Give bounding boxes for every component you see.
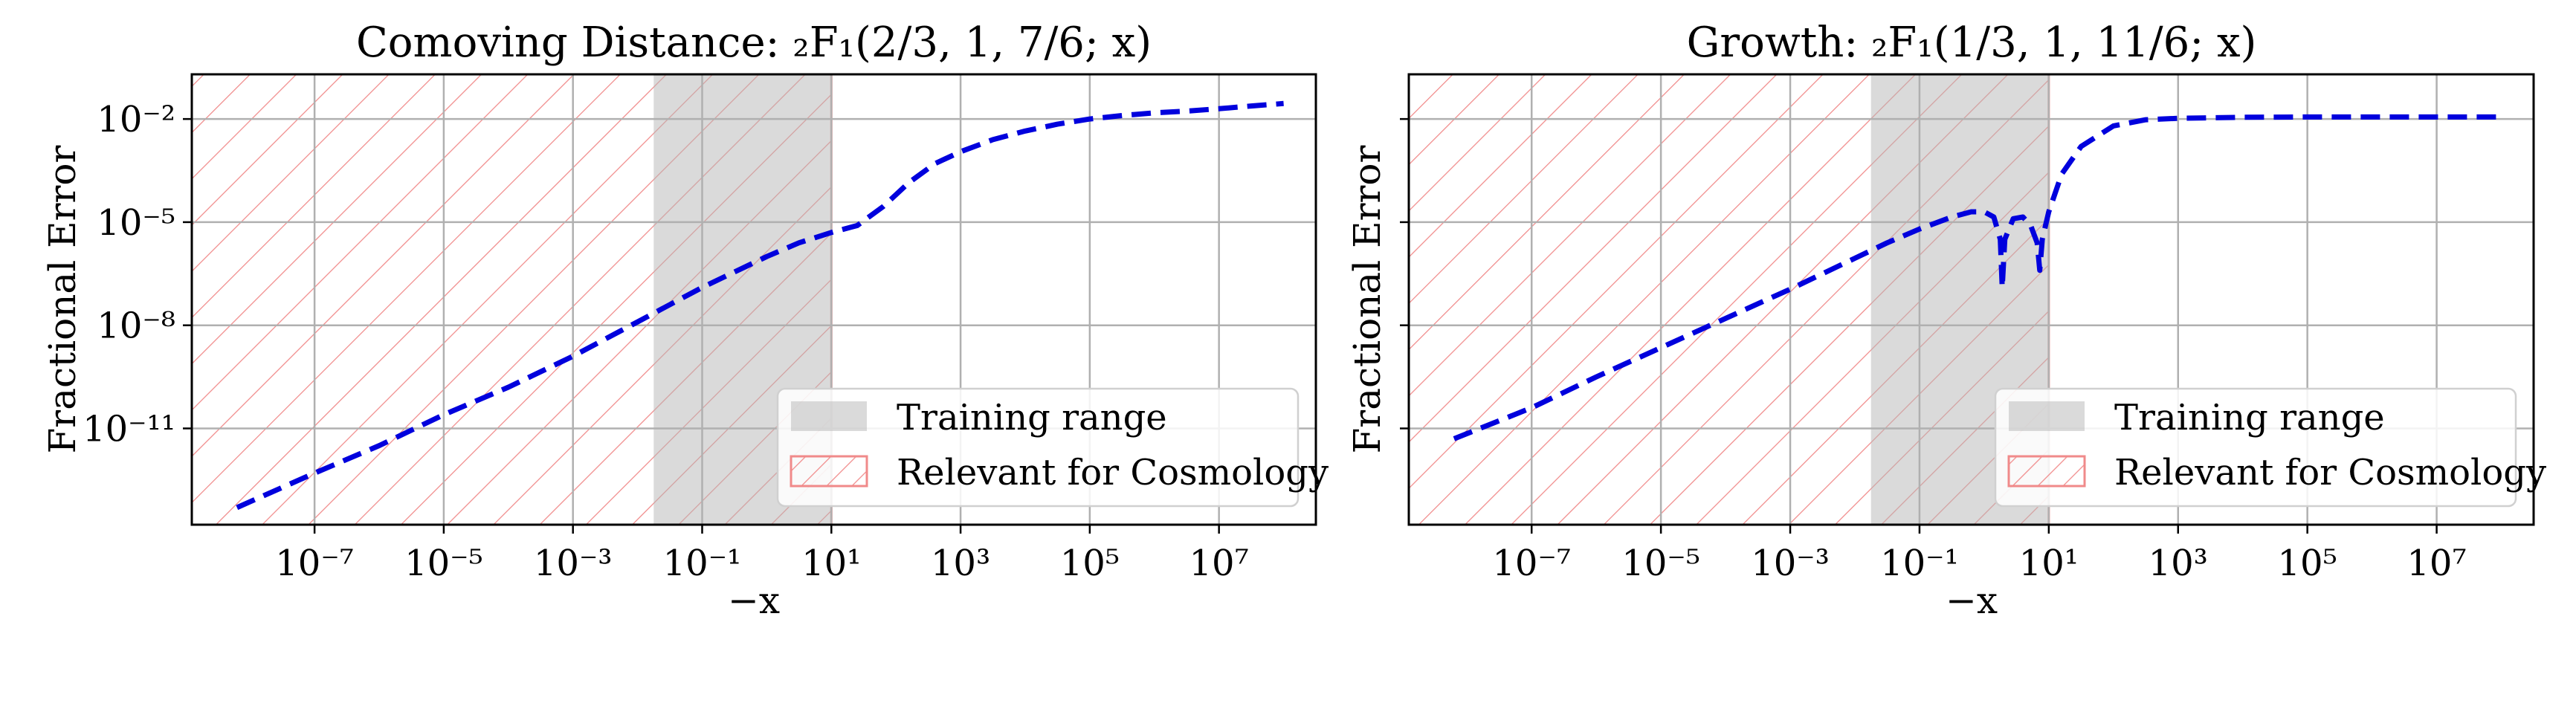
x-tick-label: 10⁻⁵ [1621, 543, 1700, 584]
y-tick-label: 10⁻² [97, 99, 175, 140]
x-tick-label: 10⁷ [2406, 543, 2466, 584]
y-axis-label: Fractional Error [1346, 146, 1389, 454]
legend-swatch-training [2009, 401, 2085, 431]
y-axis-ticks [1400, 117, 1409, 430]
plot-area [192, 74, 1316, 525]
x-tick-label: 10¹ [2019, 543, 2079, 584]
legend-swatch-relevant [790, 455, 868, 488]
legend-box [1994, 387, 2517, 508]
x-axis-label: −x [1946, 579, 1998, 622]
x-tick-label: 10⁻¹ [1880, 543, 1959, 584]
legend-label-relevant: Relevant for Cosmology [2114, 452, 2546, 493]
y-tick-label: 10⁻⁸ [97, 305, 175, 347]
y-axis-ticks: 10⁻² 10⁻⁵ 10⁻⁸ 10⁻¹¹ [83, 99, 192, 450]
chart-title: Growth: ₂F₁(1/3, 1, 11/6; x) [1687, 19, 2257, 67]
x-axis-ticks: 10⁻⁷ 10⁻⁵ 10⁻³ 10⁻¹ 10¹ 10³ 10⁵ 10⁷ [275, 525, 1249, 584]
x-tick-label: 10³ [931, 543, 990, 584]
legend: Training range Relevant for Cosmology [1994, 387, 2546, 508]
plot-area [1409, 74, 2534, 525]
x-tick-label: 10⁻³ [534, 543, 613, 584]
y-axis-label: Fractional Error [41, 146, 84, 454]
x-tick-label: 10⁵ [2277, 543, 2337, 584]
x-tick-label: 10⁵ [1060, 543, 1120, 584]
fractional-error-curve [1453, 114, 2502, 441]
growth-panel: Growth: ₂F₁(1/3, 1, 11/6; x) 10⁻⁷ 10⁻⁵ 10⁻… [1346, 19, 2546, 622]
x-axis-ticks: 10⁻⁷ 10⁻⁵ 10⁻³ 10⁻¹ 10¹ 10³ 10⁵ 10⁷ [1492, 525, 2467, 584]
comoving-distance-panel: Comoving Distance: ₂F₁(2/3, 1, 7/6; x) 1… [41, 19, 1329, 622]
x-axis-label: −x [728, 579, 780, 622]
legend-swatch-training [791, 401, 867, 431]
x-tick-label: 10⁷ [1189, 543, 1248, 584]
x-tick-label: 10⁻⁷ [1492, 543, 1571, 584]
x-tick-label: 10³ [2149, 543, 2208, 584]
legend-box [776, 387, 1300, 508]
legend-label-relevant: Relevant for Cosmology [897, 452, 1329, 493]
chart-title: Comoving Distance: ₂F₁(2/3, 1, 7/6; x) [356, 19, 1152, 67]
x-tick-label: 10⁻⁵ [404, 543, 483, 584]
x-tick-label: 10⁻¹ [663, 543, 742, 584]
plot-frame [190, 73, 1317, 526]
legend-swatch-relevant [2007, 455, 2086, 488]
legend: Training range Relevant for Cosmology [776, 387, 1329, 508]
plot-frame [1407, 73, 2535, 526]
x-tick-label: 10¹ [801, 543, 861, 584]
legend-label-training: Training range [2114, 397, 2385, 438]
x-tick-label: 10⁻⁷ [275, 543, 354, 584]
legend-label-training: Training range [897, 397, 1167, 438]
x-tick-label: 10⁻³ [1751, 543, 1830, 584]
y-tick-label: 10⁻¹¹ [83, 408, 175, 450]
y-tick-label: 10⁻⁵ [97, 202, 175, 244]
fractional-error-curve [236, 100, 1284, 511]
